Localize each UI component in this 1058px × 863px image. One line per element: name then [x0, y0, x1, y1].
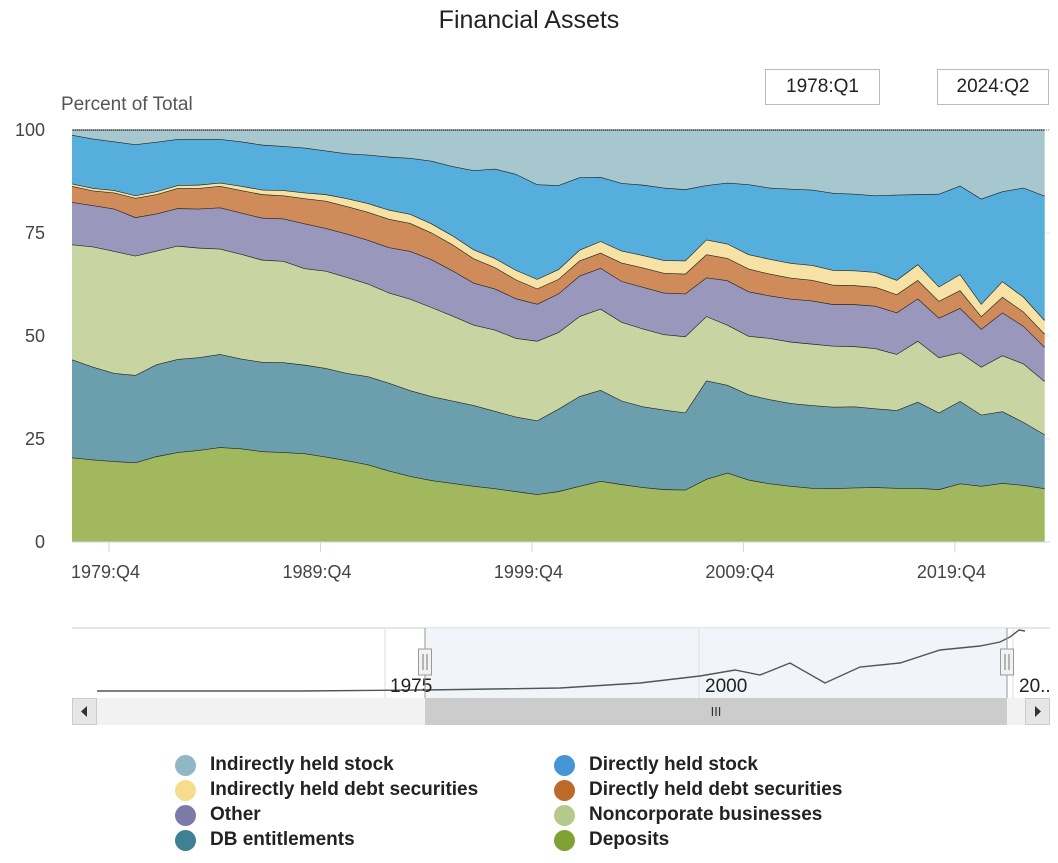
y-axis: 0 25 50 75 100	[15, 120, 45, 552]
legend-dot-icon	[175, 804, 196, 826]
legend-label: Other	[210, 804, 261, 825]
legend-label: Deposits	[589, 829, 670, 850]
stacked-area-chart: 0 25 50 75 100 1979:Q4 1989:Q4 1999:Q4 2009:Q4 2…	[15, 120, 1051, 725]
area-indirectly-held-stock[interactable]	[72, 130, 1045, 199]
legend-item-indirectly-held-debt-securities[interactable]: Indirectly held debt securities	[175, 779, 478, 801]
x-tick-label: 1999:Q4	[494, 562, 563, 582]
scrollbar[interactable]: III	[72, 698, 1050, 725]
chevron-right-icon	[1035, 706, 1041, 717]
legend-dot-icon	[554, 804, 575, 826]
legend-item-noncorporate-businesses[interactable]: Noncorporate businesses	[554, 804, 822, 826]
area-deposits[interactable]	[72, 447, 1045, 542]
navigator-tick-label: 1975	[390, 676, 432, 697]
range-to-input[interactable]: 2024:Q2	[937, 69, 1049, 105]
navigator-series-line	[97, 629, 1026, 692]
chevron-left-icon	[81, 706, 87, 717]
y-tick-label: 0	[35, 532, 45, 552]
navigator-right-handle[interactable]	[1000, 628, 1014, 698]
x-axis: 1979:Q4 1989:Q4 1999:Q4 2009:Q4 2019:Q4	[71, 541, 1050, 582]
legend-label: Directly held debt securities	[589, 779, 843, 800]
navigator-selected-mask[interactable]	[425, 628, 1007, 698]
legend-item-directly-held-stock[interactable]: Directly held stock	[554, 754, 758, 776]
area-directly-held-debt-securities[interactable]	[72, 186, 1045, 348]
scroll-left-button[interactable]	[72, 698, 97, 725]
scrollbar-grip-icon: III	[711, 704, 722, 719]
navigator-left-handle-box[interactable]	[418, 648, 432, 676]
legend-label: Indirectly held stock	[210, 754, 394, 775]
scroll-right-button[interactable]	[1025, 698, 1050, 725]
legend-item-indirectly-held-stock[interactable]: Indirectly held stock	[175, 754, 394, 776]
legend-dot-icon	[554, 829, 575, 851]
series-areas	[71, 129, 1050, 542]
legend-item-other[interactable]: Other	[175, 804, 261, 826]
area-db-entitlements[interactable]	[72, 354, 1045, 495]
y-tick-label: 25	[25, 429, 45, 449]
x-tick-label: 2009:Q4	[705, 562, 774, 582]
navigator-tick-label: 2000	[705, 676, 747, 697]
legend-label: DB entitlements	[210, 829, 355, 850]
legend-label: Directly held stock	[589, 754, 758, 775]
navigator-right-handle-box[interactable]	[1000, 648, 1014, 676]
x-tick-label: 2019:Q4	[917, 562, 986, 582]
legend-item-db-entitlements[interactable]: DB entitlements	[175, 829, 355, 851]
x-tick-label: 1979:Q4	[71, 562, 140, 582]
area-directly-held-stock[interactable]	[72, 134, 1045, 321]
y-tick-label: 100	[15, 120, 45, 140]
legend-dot-icon	[175, 754, 196, 776]
legend-label: Indirectly held debt securities	[210, 779, 479, 800]
area-noncorporate-businesses[interactable]	[72, 244, 1045, 435]
chart-title: Financial Assets	[438, 6, 620, 34]
legend-item-directly-held-debt-securities[interactable]: Directly held debt securities	[554, 779, 842, 801]
range-from-input[interactable]: 1978:Q1	[765, 69, 880, 105]
legend-dot-icon	[175, 779, 196, 801]
legend-dot-icon	[554, 779, 575, 801]
legend-dot-icon	[175, 829, 196, 851]
scrollbar-thumb[interactable]	[425, 698, 1007, 725]
legend-label: Noncorporate businesses	[589, 804, 823, 825]
x-tick-label: 1989:Q4	[282, 562, 351, 582]
y-tick-label: 75	[25, 223, 45, 243]
legend-dot-icon	[554, 754, 575, 776]
y-tick-label: 50	[25, 326, 45, 346]
navigator-tick-label: 20..	[1019, 676, 1051, 697]
legend-item-deposits[interactable]: Deposits	[554, 829, 669, 851]
navigator[interactable]: 1975 2000 20..	[72, 627, 1051, 698]
navigator-left-handle[interactable]	[418, 628, 432, 698]
y-axis-title: Percent of Total	[61, 94, 193, 115]
area-other[interactable]	[72, 202, 1045, 382]
